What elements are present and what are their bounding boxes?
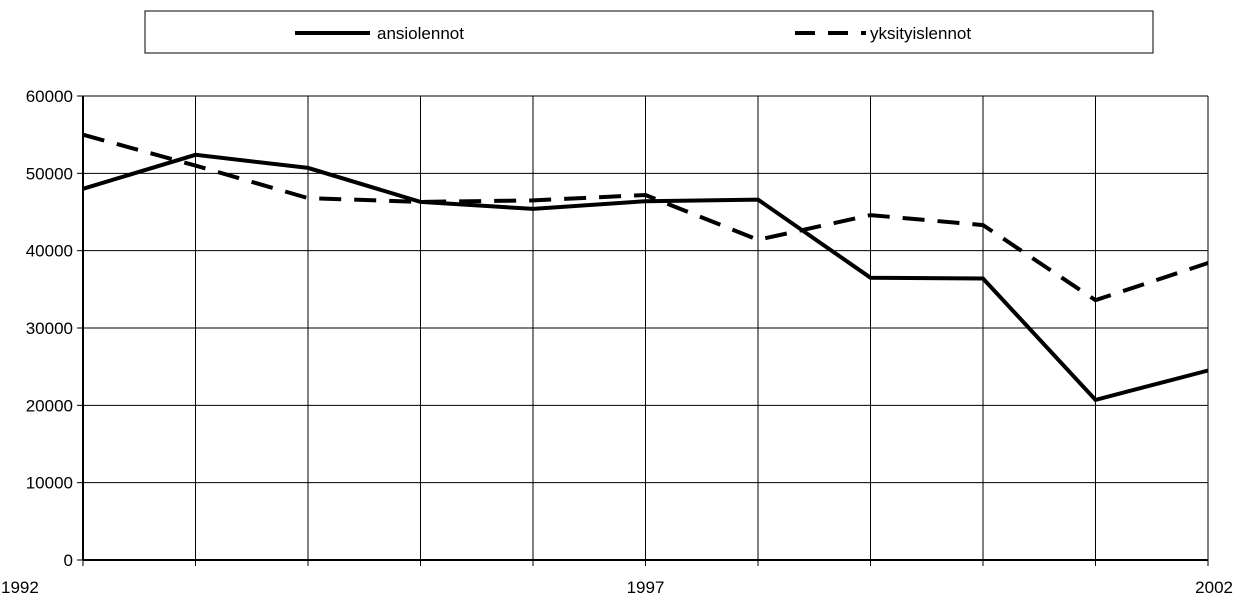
series-line-yksityislennot	[82, 132, 1209, 303]
series-line-ansiolennot	[82, 152, 1209, 403]
axes	[77, 95, 1209, 566]
y-tick-label: 30000	[26, 319, 73, 338]
legend: ansiolennot yksityislennot	[144, 10, 1154, 54]
x-tick-label: 2002	[1195, 578, 1233, 597]
x-tick-label: 1992	[1, 578, 39, 597]
y-tick-label: 10000	[26, 474, 73, 493]
legend-label-ansiolennot: ansiolennot	[377, 24, 464, 43]
y-tick-label: 60000	[26, 87, 73, 106]
plot-area	[82, 132, 1209, 403]
y-tick-label: 20000	[26, 396, 73, 415]
tick-labels: 0 10000 20000 30000 40000 50000 60000 1992 1997 2…	[1, 87, 1233, 597]
x-tick-label: 1997	[627, 578, 665, 597]
y-tick-label: 0	[64, 551, 73, 570]
legend-label-yksityislennot: yksityislennot	[870, 24, 971, 43]
y-tick-label: 50000	[26, 164, 73, 183]
grid	[83, 95, 1209, 560]
y-tick-label: 40000	[26, 242, 73, 261]
